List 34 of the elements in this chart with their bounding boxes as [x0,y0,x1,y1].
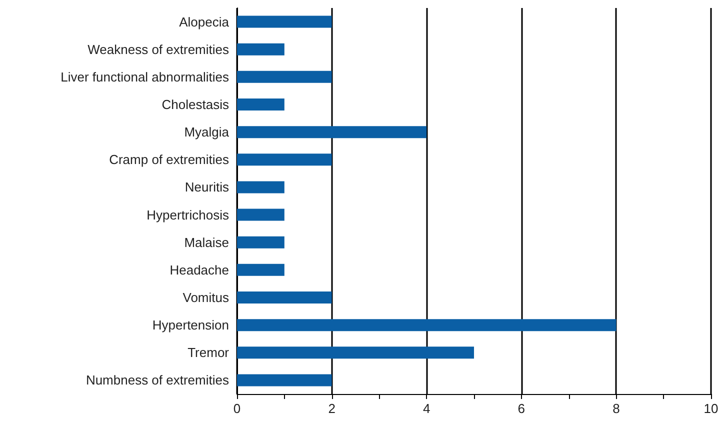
x-tick-label: 8 [612,401,620,416]
bar [237,236,284,248]
bar [237,43,284,56]
bar [237,292,332,304]
bar [237,181,284,194]
y-tick-label: Tremor [188,345,230,360]
x-tick-label: 4 [422,401,430,416]
y-tick-label: Numbness of extremities [86,372,230,388]
y-tick-label: Cholestasis [162,97,230,112]
bar [237,208,284,221]
y-tick-label: Hypertrichosis [146,207,230,222]
bar [237,264,284,276]
y-tick-label: Hypertension [152,318,229,333]
bar [237,154,332,166]
y-tick-label: Headache [170,262,229,278]
bar [237,126,427,138]
y-tick-label: Vomitus [182,290,230,305]
bar [237,98,284,110]
y-tick-label: Neuritis [184,180,230,195]
bar [237,319,616,332]
y-tick-label: Malaise [184,234,229,250]
x-tick-label: 6 [518,401,526,416]
bar [237,374,332,386]
x-tick-label: 10 [704,401,718,416]
bar [237,16,332,28]
y-tick-label: Liver functional abnormalities [60,69,230,84]
y-tick-label: Cramp of extremities [109,152,230,168]
y-tick-label: Myalgia [184,124,230,140]
x-tick-label: 2 [328,401,336,416]
bar [237,70,332,83]
y-tick-label: Weakness of extremities [88,42,230,57]
bar [237,346,474,359]
x-tick-label: 0 [233,401,241,416]
y-tick-label: Alopecia [179,14,230,30]
